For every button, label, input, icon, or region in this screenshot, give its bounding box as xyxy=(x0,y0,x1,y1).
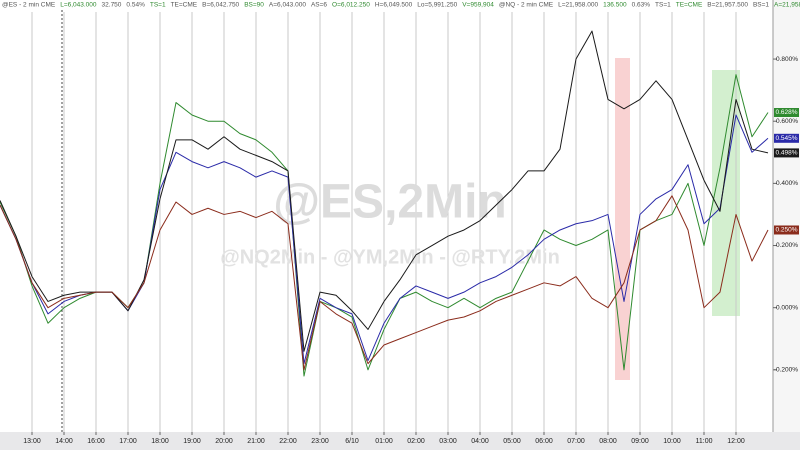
series-line xyxy=(0,30,769,352)
header-text: 32.750 xyxy=(102,2,122,9)
x-tick-label: 19:00 xyxy=(183,438,201,445)
last-value-label: 0.498% xyxy=(775,150,797,157)
x-tick-label: 17:00 xyxy=(119,438,137,445)
x-tick-label: 11:00 xyxy=(696,438,713,445)
header: @ES - 2 min CME L=6,043.000 32.750 0.54% TS=… xyxy=(2,2,800,9)
x-tick-label: 6/10 xyxy=(345,438,359,445)
header-text: A=21,958.000 xyxy=(774,2,800,9)
header-text: TS=1 xyxy=(150,2,166,9)
header-text: V=959,904 xyxy=(462,2,494,9)
plot xyxy=(0,30,769,377)
x-axis-strip xyxy=(0,432,800,450)
x-tick-label: 18:00 xyxy=(151,438,169,445)
last-value-label: 0.545% xyxy=(775,135,797,142)
header-text: L=21,958.000 xyxy=(558,2,598,9)
x-tick-label: 10:00 xyxy=(663,438,681,445)
x-tick-label: 02:00 xyxy=(407,438,425,445)
x-tick-label: 05:00 xyxy=(503,438,521,445)
x-tick-label: 21:00 xyxy=(247,438,265,445)
x-tick-label: 04:00 xyxy=(471,438,489,445)
header-text: AS=6 xyxy=(311,2,327,9)
header-text: BS=1 xyxy=(753,2,769,9)
x-tick-label: 09:00 xyxy=(631,438,649,445)
last-value-label: 0.250% xyxy=(775,227,797,234)
header-text: H=6,049.500 xyxy=(375,2,413,9)
header-text: L=6,043.000 xyxy=(60,2,97,9)
x-tick-label: 13:00 xyxy=(23,438,41,445)
last-value-label: 0.628% xyxy=(775,109,797,116)
last-value-box xyxy=(774,148,799,158)
watermark: @NQ2Min - @YM,2Min - @RTY,2Min xyxy=(220,246,560,268)
x-tick-label: 07:00 xyxy=(567,438,585,445)
y-tick-label: 0.200% xyxy=(776,242,798,249)
header-text: 136.500 xyxy=(603,2,627,9)
x-tick-label: 22:00 xyxy=(279,438,297,445)
header-text: O=6,012.250 xyxy=(332,2,370,9)
last-value-box xyxy=(774,133,799,143)
highlight-red xyxy=(615,58,630,380)
y-tick-label: 0.800% xyxy=(776,56,798,63)
header-text: BS=90 xyxy=(244,2,264,9)
header-text: TE=CME xyxy=(171,2,198,9)
watermark: @ES,2Min xyxy=(273,176,507,229)
header-text: A=6,043.000 xyxy=(269,2,306,9)
y-tick-label: 0.400% xyxy=(776,180,798,187)
last-value-box xyxy=(774,225,799,235)
header-text: 0.63% xyxy=(632,2,651,9)
header-text: @ES - 2 min CME xyxy=(2,2,56,9)
header-text: @NQ - 2 min CME xyxy=(499,2,554,9)
header-text: B=21,957.500 xyxy=(707,2,748,9)
x-tick-label: 12:00 xyxy=(727,438,745,445)
highlight-green xyxy=(712,70,740,316)
y-axis-panel xyxy=(773,0,800,432)
grid xyxy=(31,12,737,432)
last-value-box xyxy=(774,108,799,118)
header-text: 0.54% xyxy=(126,2,145,9)
x-tick-label: 14:00 xyxy=(55,438,73,445)
header-text: B=6,042.750 xyxy=(202,2,239,9)
x-tick-label: 16:00 xyxy=(87,438,105,445)
x-tick-label: 23:00 xyxy=(311,438,329,445)
x-tick-label: 03:00 xyxy=(439,438,457,445)
x-tick-label: 20:00 xyxy=(215,438,233,445)
header-text: TS=1 xyxy=(655,2,671,9)
y-tick-label: -0.200% xyxy=(774,367,798,374)
header-text: TE=CME xyxy=(676,2,703,9)
y-tick-label: 0.600% xyxy=(776,118,798,125)
series-line xyxy=(0,195,769,371)
axes: 0.800% 0.600% 0.400% 0.200% 0.000% -0.200% 13:… xyxy=(23,56,799,445)
x-tick-label: 01:00 xyxy=(375,438,393,445)
x-tick-label: 06:00 xyxy=(535,438,553,445)
header-text: Lo=5,991.250 xyxy=(417,2,457,9)
x-tick-label: 08:00 xyxy=(599,438,617,445)
y-tick-label: 0.000% xyxy=(776,304,798,311)
